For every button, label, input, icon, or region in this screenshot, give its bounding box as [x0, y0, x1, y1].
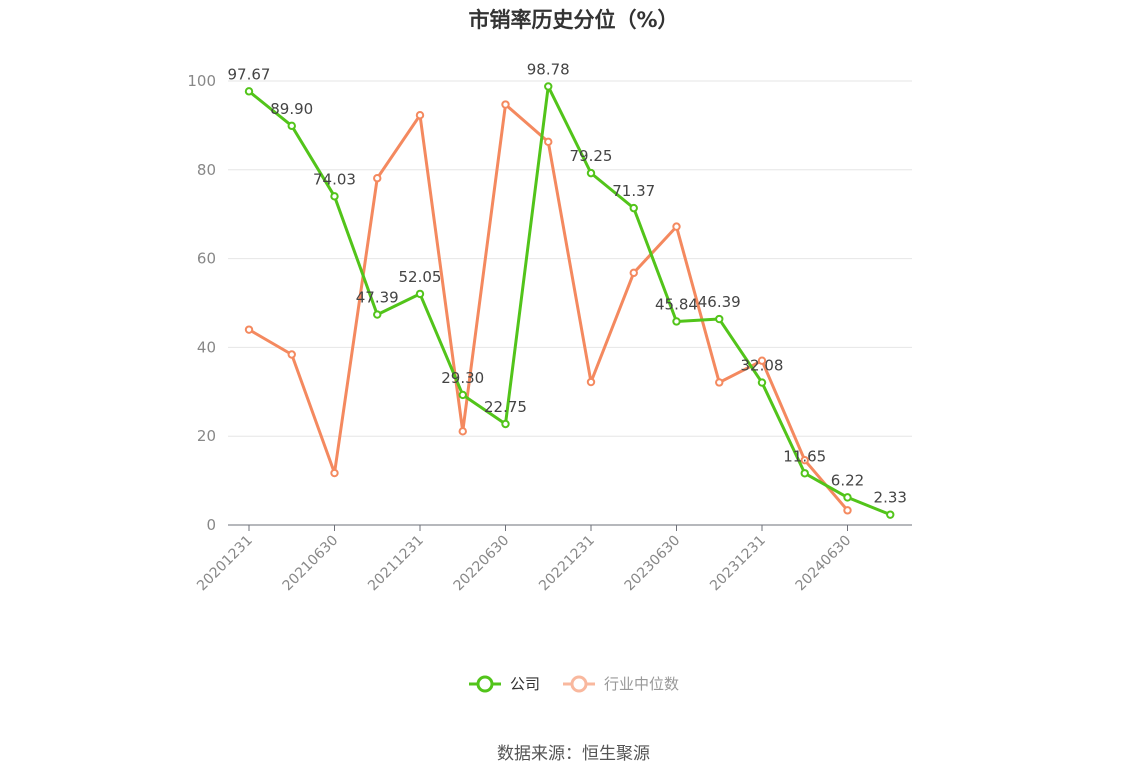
data-point-company	[330, 192, 339, 201]
data-label: 2.33	[874, 489, 907, 507]
data-label: 11.65	[783, 447, 826, 465]
data-point-company	[715, 314, 724, 324]
x-tick-label: 20221231	[536, 533, 598, 595]
data-point-industry-median	[800, 455, 809, 465]
data-point-industry-median	[373, 174, 382, 183]
data-point-company	[800, 469, 809, 478]
data-point-company	[458, 390, 467, 400]
x-tick-label: 20201231	[194, 533, 256, 595]
data-point-company	[757, 378, 767, 387]
x-tick-label: 20220630	[451, 533, 513, 595]
data-point-industry-median	[544, 137, 553, 147]
data-label: 45.84	[655, 295, 698, 313]
chart-title: 市销率历史分位（%）	[468, 8, 679, 32]
data-point-company	[672, 317, 681, 326]
line-chart: 0 20 40 60 80 100 20201231 20210630 20211231 2022…	[187, 60, 912, 595]
data-point-company	[287, 121, 296, 131]
data-label: 6.22	[831, 471, 864, 489]
data-label: 79.25	[570, 147, 613, 165]
data-point-industry-median	[843, 506, 852, 515]
data-point-company	[244, 87, 254, 96]
data-point-industry-median	[672, 222, 681, 231]
x-tick-label: 20210630	[280, 533, 342, 595]
y-tick-label: 80	[197, 161, 216, 179]
data-point-industry-median	[586, 377, 596, 387]
data-point-industry-median	[501, 100, 510, 109]
data-point-industry-median	[629, 268, 638, 278]
data-label: 74.03	[313, 170, 356, 188]
legend-item-industry-median[interactable]: 行业中位数	[562, 673, 679, 694]
data-point-company	[544, 82, 553, 91]
data-point-industry-median	[415, 110, 425, 120]
data-source: 数据来源：恒生聚源	[497, 744, 650, 764]
x-tick-label: 20230630	[622, 533, 684, 595]
data-point-company	[501, 419, 510, 429]
legend-item-company[interactable]: 公司	[468, 673, 540, 694]
x-tick-label: 20211231	[365, 533, 427, 595]
legend-line-circle-icon	[563, 675, 595, 692]
data-label: 29.30	[441, 369, 484, 387]
x-tick-label: 20231231	[707, 533, 769, 595]
data-point-company	[843, 493, 852, 502]
y-tick-label: 60	[197, 250, 216, 268]
data-label: 32.08	[741, 357, 784, 375]
data-point-company	[629, 203, 638, 213]
series-line-company	[248, 84, 891, 517]
data-label: 47.39	[356, 289, 399, 307]
data-label: 52.05	[399, 268, 442, 286]
data-label: 98.78	[527, 60, 570, 78]
legend: 公司 行业中位数	[0, 673, 1147, 694]
data-label: 97.67	[228, 65, 271, 83]
y-tick-label: 100	[187, 72, 216, 90]
y-tick-label: 0	[206, 516, 216, 534]
data-point-industry-median	[330, 468, 339, 478]
data-point-industry-median	[244, 325, 254, 334]
data-point-industry-median	[715, 378, 724, 387]
legend-label-company: 公司	[509, 675, 540, 693]
data-label: 71.37	[612, 182, 655, 200]
y-tick-label: 40	[197, 338, 216, 356]
data-point-company	[886, 510, 895, 519]
series-line-industry-median	[248, 103, 849, 512]
data-point-company	[373, 310, 382, 319]
data-label: 46.39	[698, 293, 741, 311]
data-label: 22.75	[484, 398, 527, 416]
data-point-industry-median	[757, 356, 767, 365]
y-tick-label: 20	[197, 427, 216, 445]
series	[244, 82, 895, 519]
data-point-industry-median	[458, 427, 467, 436]
x-tick-label: 20240630	[793, 533, 855, 595]
legend-label-industry-median: 行业中位数	[604, 675, 680, 693]
data-point-industry-median	[287, 350, 296, 359]
data-point-company	[415, 289, 425, 299]
legend-line-circle-icon	[468, 675, 501, 692]
data-label: 89.90	[270, 100, 313, 118]
data-point-company	[586, 168, 596, 178]
